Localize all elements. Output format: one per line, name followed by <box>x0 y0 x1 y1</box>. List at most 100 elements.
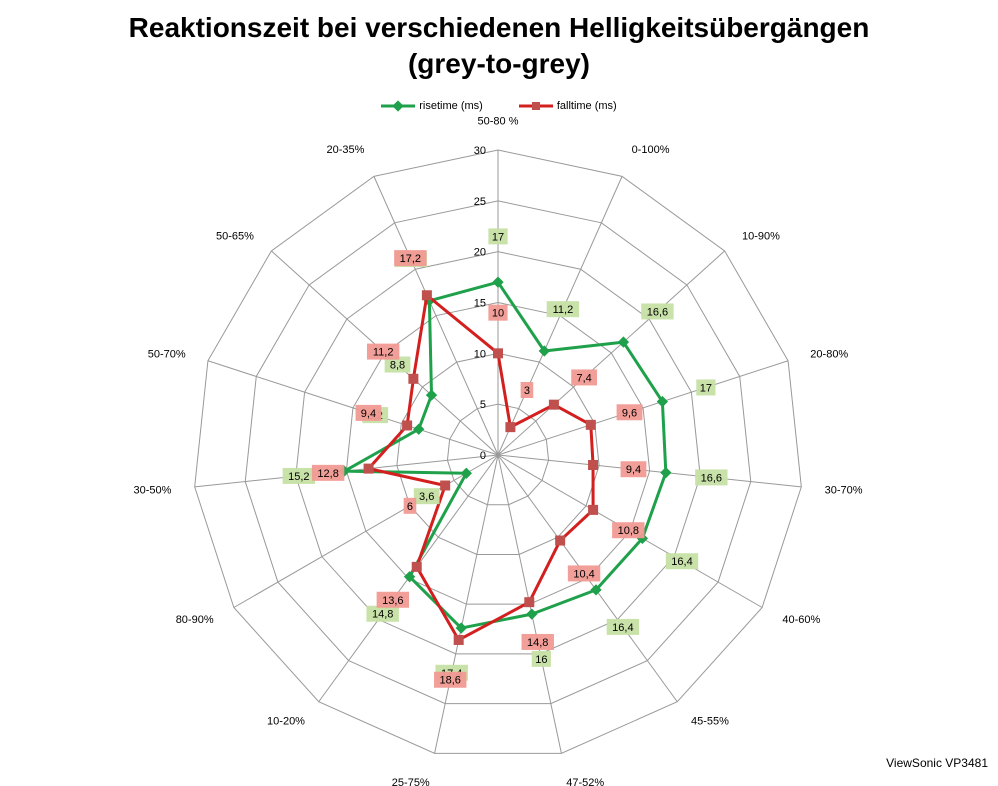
radial-tick-label: 0 <box>480 450 486 462</box>
grid-ring <box>345 301 651 605</box>
grid-ring <box>194 149 802 754</box>
grid-ring <box>396 352 600 555</box>
chart-title-block: Reaktionszeit bei verschiedenen Helligke… <box>0 10 998 82</box>
data-point-falltime <box>524 597 535 608</box>
category-label: 50-80 % <box>478 116 519 128</box>
data-label-bg <box>665 553 699 570</box>
chart-subtitle: (grey-to-grey) <box>407 48 590 79</box>
data-point-falltime <box>421 290 432 301</box>
grid-spoke <box>434 454 499 754</box>
legend-label-falltime: falltime (ms) <box>556 100 617 112</box>
legend-swatch-falltime <box>518 102 553 110</box>
category-label: 40-60% <box>782 614 820 626</box>
data-label: 16,4 <box>671 556 692 568</box>
data-label: 3 <box>524 385 530 397</box>
data-point-falltime <box>588 459 599 470</box>
data-label-bg <box>616 404 643 421</box>
data-point-risetime <box>455 622 467 634</box>
data-label: 16 <box>535 654 547 666</box>
data-label: 16,6 <box>701 472 722 484</box>
data-label-bg <box>282 467 316 484</box>
data-label: 7,4 <box>576 372 591 384</box>
data-point-falltime <box>402 420 413 431</box>
category-label: 50-70% <box>148 349 186 361</box>
data-label: 11,2 <box>373 347 394 359</box>
data-label-bg <box>695 469 728 486</box>
data-point-risetime <box>660 466 672 479</box>
data-label: 10,4 <box>573 568 594 580</box>
category-label: 47-52% <box>566 777 604 786</box>
data-label: 17,2 <box>400 253 421 265</box>
data-point-falltime <box>588 504 599 515</box>
series-risetime <box>338 276 672 634</box>
category-label: 25-75% <box>392 777 430 786</box>
data-point-falltime <box>440 480 451 491</box>
data-label-bg <box>394 250 427 267</box>
category-label: 10-90% <box>742 230 780 242</box>
data-point-falltime <box>411 561 422 572</box>
legend-label-risetime: risetime (ms) <box>419 100 483 112</box>
data-label: 9,4 <box>361 408 376 420</box>
data-label-bg <box>366 343 400 360</box>
data-label-bg <box>696 379 716 396</box>
data-point-falltime <box>585 419 596 430</box>
data-label: 12,8 <box>317 468 338 480</box>
grid-spoke <box>497 250 725 456</box>
category-label: 50-65% <box>216 230 254 242</box>
data-label-bg <box>355 404 382 421</box>
data-point-falltime <box>548 399 559 410</box>
data-label: 13,6 <box>382 595 403 607</box>
labels-risetime: 1711,216,61716,616,416,41617,414,83,615,… <box>282 228 728 681</box>
data-label-bg <box>641 303 674 320</box>
data-label-bg <box>571 369 598 386</box>
data-label: 9,6 <box>622 407 637 419</box>
data-label: 17 <box>700 382 712 394</box>
data-point-risetime <box>425 389 438 401</box>
data-point-risetime <box>492 276 504 288</box>
radial-tick-label: 10 <box>474 348 486 360</box>
data-point-falltime <box>408 373 419 384</box>
data-point-falltime <box>453 634 464 645</box>
grid-spoke <box>497 454 802 488</box>
radial-tick-label: 25 <box>474 196 486 208</box>
category-label: 0-100% <box>632 144 670 156</box>
data-label: 10,8 <box>618 525 639 537</box>
category-label: 30-70% <box>825 484 863 496</box>
data-label-bg <box>434 671 467 688</box>
legend-item-falltime: falltime (ms) <box>518 100 617 112</box>
labels-falltime: 10 3 7,4 9,6 9,4 10,8 10,4 14,8 18,6 13,6 6 12,8 9,4… <box>311 250 647 688</box>
radial-tick-label: 20 <box>474 247 486 259</box>
series-line <box>367 293 595 642</box>
data-label-bg <box>376 591 410 608</box>
chart-legend: risetime (ms) falltime (ms) <box>0 100 998 112</box>
data-label-bg <box>620 461 647 478</box>
data-label: 14,8 <box>372 609 393 621</box>
data-label: 18,6 <box>440 675 461 687</box>
grid-spoke <box>233 454 499 608</box>
data-point-risetime <box>526 608 538 620</box>
data-point-risetime <box>617 336 630 348</box>
data-label-bg <box>546 301 580 318</box>
data-label-bg <box>520 381 534 398</box>
data-label-bg <box>403 497 417 514</box>
data-point-risetime <box>403 571 416 583</box>
data-label: 16,4 <box>612 622 633 634</box>
data-label: 11,2 <box>553 304 574 316</box>
data-label: 14,8 <box>527 637 548 649</box>
data-point-falltime <box>505 422 516 433</box>
data-point-risetime <box>656 395 669 408</box>
category-label: 45-55% <box>691 716 729 728</box>
grid-ring <box>295 251 701 655</box>
legend-item-risetime: risetime (ms) <box>381 100 483 112</box>
data-point-falltime <box>555 535 566 546</box>
data-label: 16,6 <box>647 306 668 318</box>
data-label-bg <box>413 488 440 505</box>
data-label-bg <box>521 633 554 650</box>
radial-tick-label: 30 <box>474 145 486 157</box>
grid-ring <box>446 403 550 506</box>
grid-spoke <box>207 360 499 456</box>
data-label-bg <box>606 618 640 635</box>
grid-spoke <box>373 176 499 456</box>
data-label-bg <box>366 605 399 622</box>
